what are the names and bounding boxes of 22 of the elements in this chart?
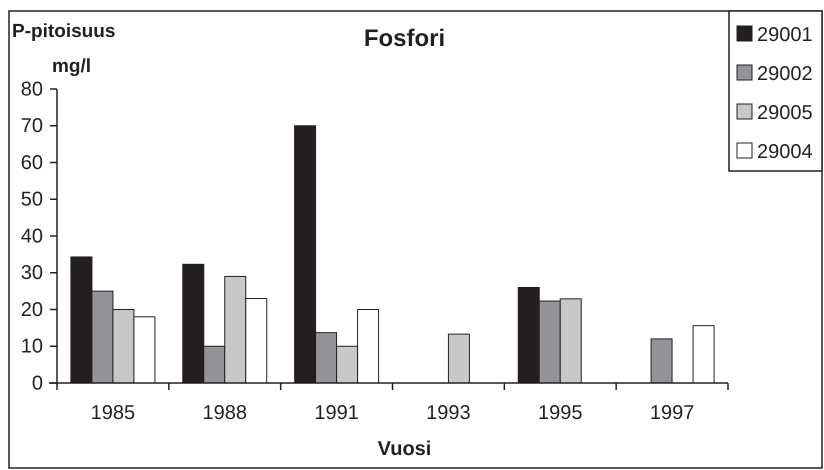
y-tick-label: 20 — [20, 298, 43, 321]
x-tick-label: 1993 — [426, 402, 471, 424]
x-tick-label: 1997 — [650, 402, 694, 424]
y-tick-label: 50 — [20, 188, 43, 211]
x-tick-label: 1985 — [90, 402, 136, 424]
y-tick-label: 0 — [32, 372, 43, 394]
y-tick-label: 30 — [20, 262, 43, 284]
y-axis-title: P-pitoisuus mg/l — [12, 21, 116, 77]
y-tick-label: 40 — [20, 225, 43, 248]
x-tick-label: 1991 — [314, 402, 359, 424]
y-tick-label: 60 — [20, 152, 43, 174]
x-axis-title: Vuosi — [378, 438, 432, 460]
y-tick-label: 10 — [20, 336, 43, 358]
legend-label: 29004 — [757, 141, 813, 163]
legend-label: 29005 — [757, 102, 813, 124]
x-tick-label: 1988 — [202, 402, 247, 424]
legend-label: 29002 — [757, 63, 813, 85]
y-tick-label: 80 — [20, 78, 43, 100]
legend-label: 29001 — [757, 24, 813, 46]
y-tick-label: 70 — [20, 115, 43, 138]
chart-title: Fosfori — [364, 25, 446, 52]
x-tick-label: 1995 — [538, 402, 582, 424]
